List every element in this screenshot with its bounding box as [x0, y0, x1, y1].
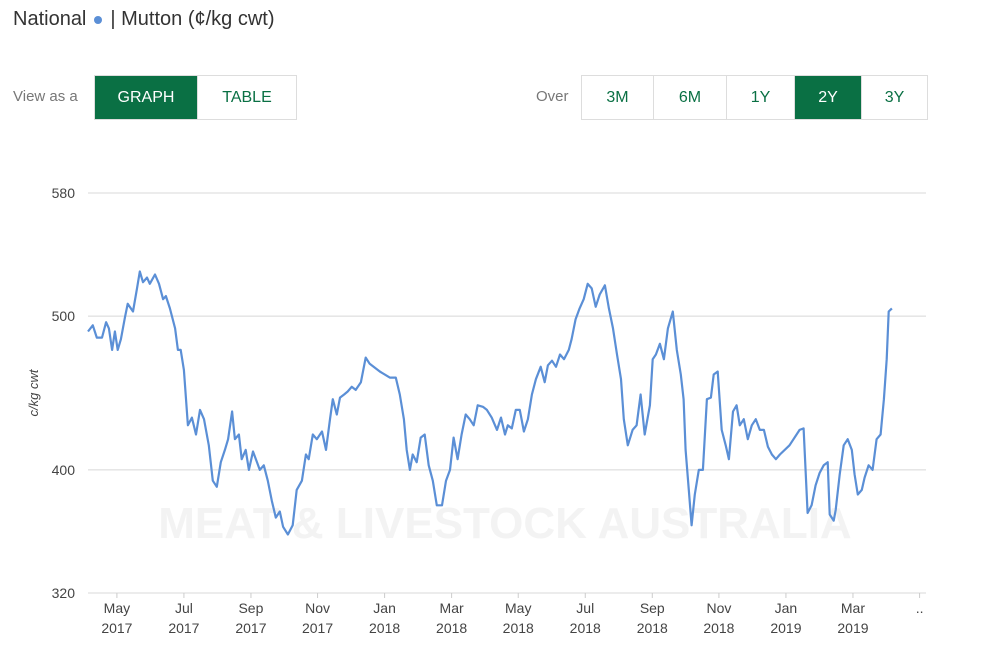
x-tick-label: Jul 2018	[570, 600, 601, 636]
toggle-button[interactable]: 6M	[654, 76, 727, 119]
x-tick-label: Jan 2018	[369, 600, 400, 636]
series-line	[87, 270, 893, 536]
y-tick-label: 400	[52, 462, 76, 478]
toggle-button[interactable]: 1Y	[727, 76, 795, 119]
x-tick-label: Mar 2019	[837, 600, 868, 636]
period-label: Over	[536, 88, 569, 105]
x-tick-label: May 2017	[101, 600, 132, 636]
x-tick-label: Nov 2017	[302, 600, 333, 636]
watermark: MEAT & LIVESTOCK AUSTRALIA	[158, 499, 851, 548]
header: National | Mutton (¢/kg cwt)	[13, 8, 275, 31]
y-tick-label: 580	[52, 185, 76, 201]
x-tick-label: ..	[916, 600, 924, 616]
y-axis-label: c/kg cwt	[26, 368, 41, 416]
toggle-button[interactable]: 3M	[582, 76, 654, 119]
x-tick-label: May 2018	[503, 600, 534, 636]
x-tick-label: Nov 2018	[703, 600, 734, 636]
x-tick-label: Jan 2019	[770, 600, 801, 636]
period-toggle: 3M 6M 1Y 2Y 3Y	[581, 75, 928, 120]
y-tick-label: 500	[52, 308, 76, 324]
title: National	[13, 8, 87, 30]
x-tick-label: Jul 2017	[168, 600, 199, 636]
subtitle: | Mutton (¢/kg cwt)	[110, 8, 275, 30]
y-tick-label: 320	[52, 585, 76, 601]
toggle-button[interactable]: 2Y	[795, 76, 862, 119]
toggle-button[interactable]: GRAPH	[95, 76, 198, 119]
toggle-button[interactable]: 3Y	[884, 88, 905, 106]
x-tick-label: Sep 2017	[235, 600, 266, 636]
x-tick-label: Mar 2018	[436, 600, 467, 636]
view-label: View as a	[13, 88, 78, 105]
toggle-button[interactable]: TABLE	[222, 88, 272, 106]
series-dot	[94, 15, 103, 24]
view-toggle: GRAPH TABLE	[94, 75, 297, 120]
x-tick-label: Sep 2018	[637, 600, 668, 636]
